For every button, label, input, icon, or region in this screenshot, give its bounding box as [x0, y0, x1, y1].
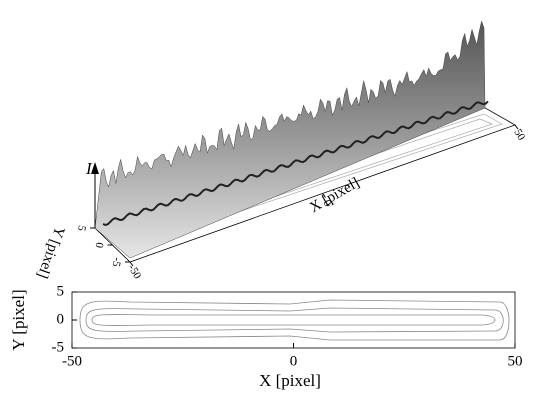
y-axis-label: Y [pixel] [9, 289, 28, 350]
surface [94, 20, 486, 259]
x-axis-label: X [pixel] [259, 371, 321, 390]
y-label: Y [pixel] [34, 224, 68, 280]
y-tick-label: -5 [110, 257, 123, 269]
x-tick [514, 124, 519, 130]
y-tick-label: 0 [92, 241, 105, 249]
x-tick-label: -50 [126, 262, 144, 281]
x-tick [129, 261, 134, 267]
z-arrow [91, 162, 99, 174]
y-tick-label: -5 [52, 339, 65, 355]
x-tick-label: 50 [508, 353, 523, 369]
y-tick-label: 0 [57, 311, 65, 327]
x-tick-label: 50 [511, 127, 527, 143]
x-tick [322, 193, 326, 198]
x-tick-label: 0 [290, 353, 298, 369]
x-tick-label: -50 [62, 353, 82, 369]
x-tick-label: 0 [320, 198, 333, 209]
y-tick-label: 5 [57, 283, 65, 299]
surface-ridge [102, 100, 489, 226]
z-label: I [85, 159, 93, 178]
contours [79, 299, 510, 341]
contour-plot: X [pixel] Y [pixel] [9, 289, 516, 390]
y-tick-label: 5 [75, 224, 88, 232]
